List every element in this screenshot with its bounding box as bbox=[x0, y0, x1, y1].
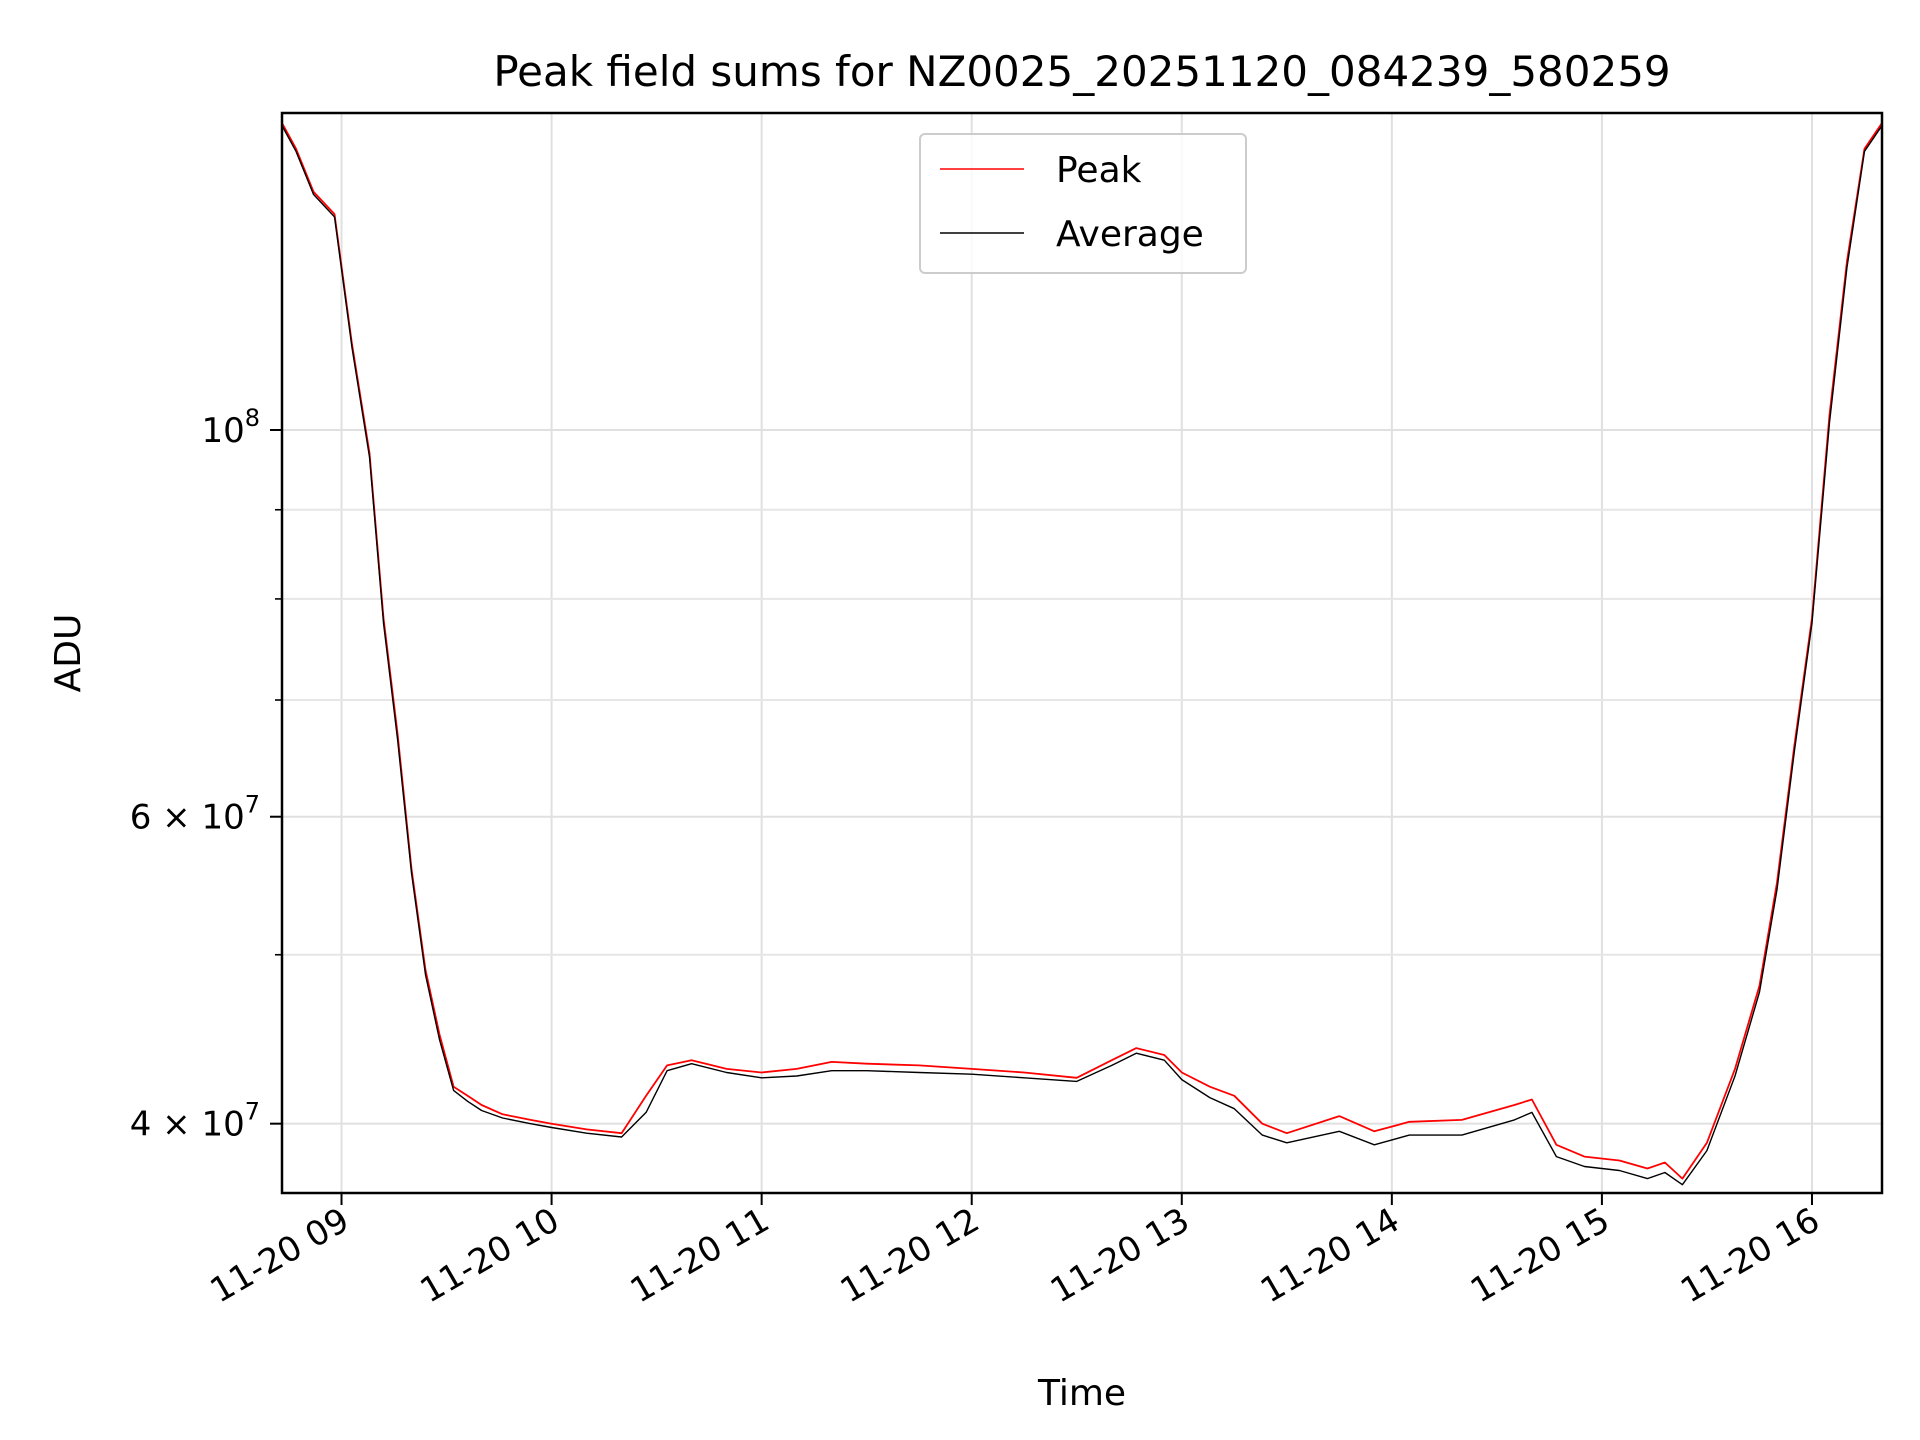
plot-area bbox=[282, 122, 1882, 1186]
x-axis-title: Time bbox=[1037, 1373, 1126, 1414]
y-tick-label-exponent: 7 bbox=[245, 791, 260, 819]
plot-frame bbox=[280, 111, 1884, 1195]
y-tick-label: 4 × 107 bbox=[130, 1098, 260, 1145]
legend-label-average: Average bbox=[1056, 214, 1204, 255]
y-tick-label: 108 bbox=[201, 404, 260, 451]
y-tick-label-times: × 10 bbox=[151, 798, 244, 838]
y-tick-label-base: 10 bbox=[201, 411, 244, 451]
y-tick-label-base: 6 bbox=[130, 798, 152, 838]
y-axis-title: ADU bbox=[48, 614, 89, 693]
y-tick-label-times: × 10 bbox=[151, 1105, 244, 1145]
chart-title: Peak field sums for NZ0025_20251120_0842… bbox=[493, 47, 1670, 96]
y-tick-label-exponent: 7 bbox=[245, 1098, 260, 1126]
y-tick-label-base: 4 bbox=[130, 1105, 152, 1145]
series-line-average bbox=[282, 125, 1882, 1186]
y-tick-label: 6 × 107 bbox=[130, 791, 260, 838]
series-layer bbox=[282, 122, 1882, 1186]
legend: Peak Average bbox=[919, 133, 1247, 274]
y-tick-label-exponent: 8 bbox=[245, 404, 260, 432]
legend-label-peak: Peak bbox=[1056, 150, 1142, 191]
series-line-peak bbox=[282, 122, 1882, 1180]
